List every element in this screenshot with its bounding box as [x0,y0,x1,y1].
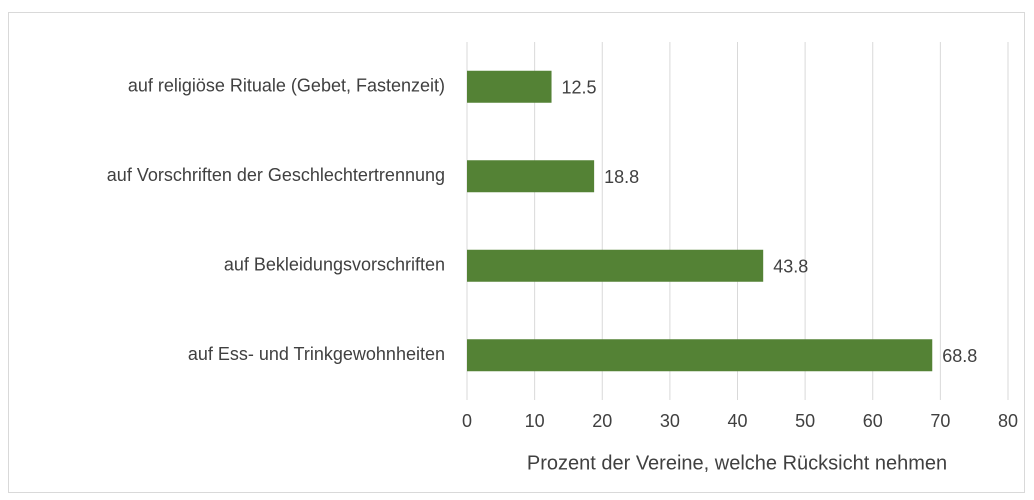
x-axis-title: Prozent der Vereine, welche Rücksicht ne… [527,452,947,474]
x-tick-label: 80 [998,411,1018,431]
value-label: 12.5 [562,78,597,98]
value-label: 18.8 [604,167,639,187]
bar [467,70,552,103]
bar [467,249,764,282]
x-tick-label: 50 [795,411,815,431]
y-tick-label: auf Bekleidungsvorschriften [224,255,445,275]
x-tick-label: 0 [462,411,472,431]
x-tick-label: 30 [660,411,680,431]
bar [467,160,595,193]
bar [467,339,933,372]
x-tick-label: 40 [727,411,747,431]
x-tick-label: 70 [930,411,950,431]
value-label: 43.8 [773,257,808,277]
value-label: 68.8 [942,346,977,366]
x-tick-label: 10 [525,411,545,431]
x-tick-label: 60 [863,411,883,431]
y-tick-label: auf Ess- und Trinkgewohnheiten [188,344,445,364]
y-tick-label: auf religiöse Rituale (Gebet, Fastenzeit… [128,76,445,96]
y-tick-label: auf Vorschriften der Geschlechtertrennun… [107,165,445,185]
x-tick-label: 20 [592,411,612,431]
